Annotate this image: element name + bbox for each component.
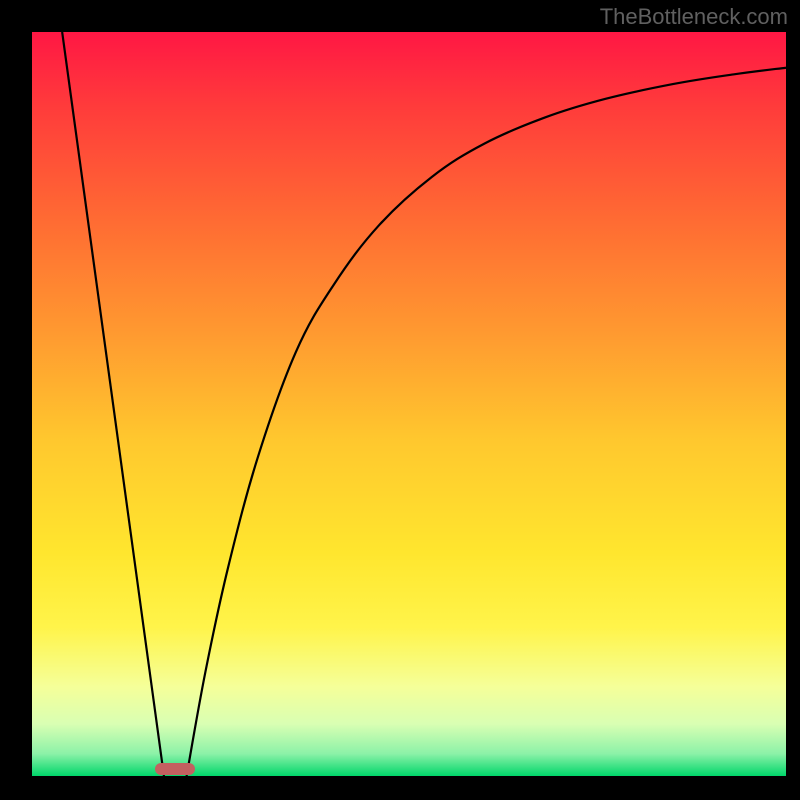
watermark-text: TheBottleneck.com [600,4,788,30]
bottleneck-curve [32,32,786,776]
optimal-marker [155,763,195,775]
plot-area [32,32,786,776]
